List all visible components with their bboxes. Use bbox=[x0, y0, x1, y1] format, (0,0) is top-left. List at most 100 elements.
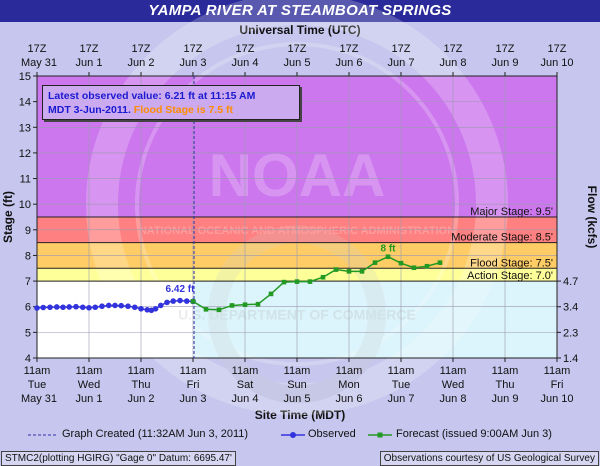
legend-bar: Graph Created (11:32AM Jun 3, 2011) Obse… bbox=[0, 427, 600, 443]
info-line-2-date: MDT 3-Jun-2011. bbox=[48, 104, 131, 116]
x-tick-time: 11am bbox=[544, 365, 571, 377]
top-tick-date: Jun 4 bbox=[232, 57, 259, 69]
observed-point bbox=[131, 304, 138, 311]
observed-point bbox=[40, 304, 47, 311]
chart-title: YAMPA RIVER AT STEAMBOAT SPRINGS bbox=[0, 0, 600, 22]
x-tick-date: Jun 2 bbox=[128, 393, 155, 405]
x-tick-date: May 31 bbox=[21, 393, 57, 405]
forecast-legend-icon bbox=[368, 432, 392, 438]
top-tick-date: Jun 9 bbox=[492, 57, 519, 69]
y-tick-label: 14 bbox=[19, 97, 31, 109]
x-tick-time: 11am bbox=[180, 365, 207, 377]
top-tick-time: 17Z bbox=[496, 43, 515, 55]
x-tick-time: 11am bbox=[284, 365, 311, 377]
x-tick-date: Jun 7 bbox=[388, 393, 415, 405]
forecast-point bbox=[424, 263, 430, 269]
forecast-point bbox=[229, 303, 235, 308]
x-tick-date: Jun 3 bbox=[180, 393, 207, 405]
x-tick-weekday: Mon bbox=[338, 379, 359, 391]
forecast-point bbox=[333, 267, 339, 272]
forecast-point bbox=[359, 269, 365, 274]
flow-tick-label: 4.7 bbox=[563, 276, 578, 288]
top-tick-time: 17Z bbox=[444, 43, 463, 55]
observed-point bbox=[79, 304, 86, 311]
forecast-point bbox=[190, 299, 196, 304]
forecast-point bbox=[372, 260, 378, 265]
top-tick-date: Jun 3 bbox=[180, 57, 207, 69]
observed-point bbox=[34, 305, 40, 311]
x-tick-time: 11am bbox=[232, 365, 259, 377]
info-box: Latest observed value: 6.21 ft at 11:15 … bbox=[42, 85, 300, 120]
observed-legend-icon bbox=[281, 432, 305, 438]
observed-point bbox=[60, 304, 66, 311]
forecast-point bbox=[216, 307, 222, 313]
flow-tick-label: 1.4 bbox=[563, 353, 578, 365]
observed-point bbox=[105, 302, 112, 309]
hydrograph-chart: Universal Time (UTC) Site Time (MDT) Sta… bbox=[1, 0, 599, 422]
x-tick-date: Jun 4 bbox=[232, 393, 259, 405]
top-tick-date: Jun 10 bbox=[540, 57, 573, 69]
observed-point bbox=[73, 303, 79, 310]
top-axis-title: Universal Time (UTC) bbox=[239, 23, 360, 37]
forecast-point bbox=[307, 279, 313, 284]
top-tick-date: Jun 1 bbox=[76, 57, 103, 69]
bottom-axis-title: Site Time (MDT) bbox=[255, 408, 345, 422]
observed-point bbox=[66, 304, 73, 310]
y-tick-label: 12 bbox=[19, 148, 31, 160]
top-tick-time: 17Z bbox=[392, 43, 411, 55]
y-tick-label: 5 bbox=[25, 327, 31, 339]
observed-point bbox=[86, 304, 92, 311]
top-tick-time: 17Z bbox=[28, 43, 47, 55]
forecast-point bbox=[255, 301, 261, 307]
observed-point bbox=[164, 299, 170, 306]
observed-point bbox=[112, 302, 118, 309]
forecast-point bbox=[346, 269, 352, 274]
x-tick-time: 11am bbox=[128, 365, 155, 377]
x-tick-weekday: Fri bbox=[187, 379, 200, 391]
flow-tick-label: 2.3 bbox=[563, 327, 578, 339]
top-tick-date: May 31 bbox=[21, 57, 57, 69]
forecast-period-shading bbox=[194, 281, 558, 358]
observed-point bbox=[47, 304, 53, 311]
y-tick-label: 8 bbox=[25, 250, 31, 262]
x-tick-weekday: Thu bbox=[132, 379, 151, 391]
x-tick-time: 11am bbox=[492, 365, 519, 377]
x-tick-weekday: Sun bbox=[287, 379, 307, 391]
x-tick-time: 11am bbox=[76, 365, 103, 377]
top-tick-time: 17Z bbox=[132, 43, 151, 55]
x-tick-weekday: Thu bbox=[496, 379, 515, 391]
top-tick-time: 17Z bbox=[80, 43, 99, 55]
observed-point bbox=[138, 305, 144, 312]
x-tick-weekday: Wed bbox=[78, 379, 100, 391]
graph-created-legend-icon bbox=[28, 434, 56, 436]
x-tick-date: Jun 1 bbox=[76, 393, 103, 405]
y-tick-label: 13 bbox=[19, 122, 31, 134]
observed-point bbox=[118, 302, 125, 309]
observed-point bbox=[92, 304, 99, 311]
top-tick-date: Jun 7 bbox=[388, 57, 415, 69]
forecast-point bbox=[281, 279, 287, 285]
top-tick-date: Jun 6 bbox=[336, 57, 363, 69]
observed-point bbox=[170, 298, 177, 304]
forecast-point bbox=[398, 260, 404, 266]
observed-point bbox=[157, 302, 164, 309]
stage-label: Action Stage: 7.0' bbox=[467, 270, 553, 282]
forecast-point bbox=[320, 274, 326, 280]
forecast-point bbox=[268, 291, 274, 297]
y-tick-label: 11 bbox=[20, 174, 31, 186]
observed-point bbox=[99, 303, 105, 310]
x-tick-time: 11am bbox=[24, 365, 51, 377]
forecast-max-label: 8 ft bbox=[381, 243, 397, 254]
observed-legend-label: Observed bbox=[308, 428, 356, 440]
left-axis-title: Stage (ft) bbox=[1, 191, 15, 243]
observed-point bbox=[125, 303, 131, 310]
observed-point bbox=[183, 298, 190, 304]
x-tick-date: Jun 6 bbox=[336, 393, 363, 405]
footer-gauge-info: STMC2(plotting HGIRG) "Gage 0" Datum: 66… bbox=[1, 451, 236, 466]
info-line-2: MDT 3-Jun-2011. Flood Stage is 7.5 ft bbox=[48, 103, 294, 117]
stage-label: Moderate Stage: 8.5' bbox=[451, 232, 553, 244]
right-axis-title: Flow (kcfs) bbox=[585, 186, 599, 249]
x-tick-weekday: Tue bbox=[392, 379, 411, 391]
forecast-point bbox=[203, 306, 209, 312]
